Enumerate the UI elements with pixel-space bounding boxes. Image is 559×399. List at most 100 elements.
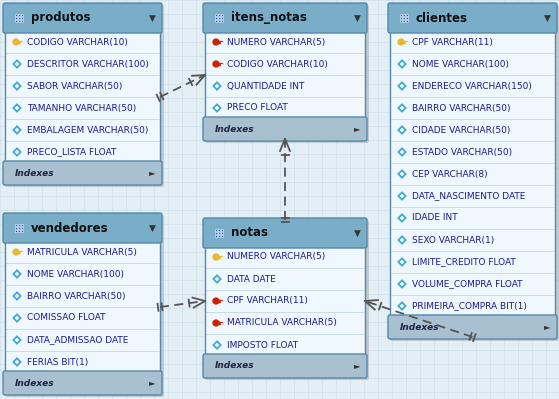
Text: CODIGO VARCHAR(10): CODIGO VARCHAR(10): [27, 38, 128, 47]
Text: Indexes: Indexes: [400, 322, 439, 332]
Text: CIDADE VARCHAR(50): CIDADE VARCHAR(50): [412, 126, 510, 134]
Bar: [215, 229, 217, 231]
Bar: [215, 20, 217, 22]
Bar: [15, 227, 17, 229]
Bar: [218, 41, 222, 43]
FancyBboxPatch shape: [5, 215, 164, 397]
Text: vendedores: vendedores: [31, 221, 108, 235]
FancyBboxPatch shape: [203, 354, 367, 378]
Text: CPF VARCHAR(11): CPF VARCHAR(11): [227, 296, 308, 306]
Text: ESTADO VARCHAR(50): ESTADO VARCHAR(50): [412, 148, 512, 156]
Text: clientes: clientes: [416, 12, 468, 24]
Text: Indexes: Indexes: [215, 361, 255, 371]
Bar: [400, 14, 402, 16]
Text: PRECO FLOAT: PRECO FLOAT: [227, 103, 288, 113]
Bar: [5, 241, 160, 373]
Text: LIMITE_CREDITO FLOAT: LIMITE_CREDITO FLOAT: [412, 257, 516, 267]
Circle shape: [13, 39, 19, 45]
Bar: [215, 14, 217, 16]
Bar: [218, 20, 220, 22]
Bar: [406, 14, 408, 16]
Bar: [403, 41, 407, 43]
Text: NOME VARCHAR(100): NOME VARCHAR(100): [412, 59, 509, 69]
Bar: [15, 20, 17, 22]
Text: notas: notas: [231, 227, 268, 239]
Text: Indexes: Indexes: [15, 379, 55, 387]
Text: VOLUME_COMPRA FLOAT: VOLUME_COMPRA FLOAT: [412, 280, 523, 288]
Text: produtos: produtos: [31, 12, 91, 24]
Text: NOME VARCHAR(100): NOME VARCHAR(100): [27, 269, 124, 279]
Text: CODIGO VARCHAR(10): CODIGO VARCHAR(10): [227, 59, 328, 69]
Bar: [221, 17, 222, 19]
Text: ▼: ▼: [149, 223, 155, 233]
Bar: [221, 64, 222, 65]
Text: DATA_NASCIMENTO DATE: DATA_NASCIMENTO DATE: [412, 192, 525, 201]
Bar: [400, 20, 402, 22]
Bar: [221, 229, 222, 231]
Bar: [218, 229, 220, 231]
FancyBboxPatch shape: [390, 5, 559, 341]
Bar: [403, 17, 405, 19]
Text: COMISSAO FLOAT: COMISSAO FLOAT: [27, 314, 106, 322]
Bar: [21, 224, 23, 226]
Text: ▼: ▼: [353, 229, 361, 237]
Bar: [221, 323, 222, 325]
Text: SEXO VARCHAR(1): SEXO VARCHAR(1): [412, 235, 494, 245]
Bar: [221, 301, 222, 302]
FancyBboxPatch shape: [203, 218, 367, 248]
Text: EMBALAGEM VARCHAR(50): EMBALAGEM VARCHAR(50): [27, 126, 148, 134]
FancyBboxPatch shape: [3, 161, 162, 185]
Circle shape: [213, 39, 219, 45]
FancyBboxPatch shape: [205, 5, 369, 143]
Bar: [406, 17, 408, 19]
Circle shape: [213, 320, 219, 326]
Bar: [21, 227, 23, 229]
Bar: [21, 230, 23, 232]
Bar: [15, 14, 17, 16]
Text: ENDERECO VARCHAR(150): ENDERECO VARCHAR(150): [412, 81, 532, 91]
Bar: [218, 17, 220, 19]
Bar: [221, 14, 222, 16]
Text: MATRICULA VARCHAR(5): MATRICULA VARCHAR(5): [227, 318, 337, 328]
Bar: [218, 232, 220, 234]
Text: ►: ►: [544, 322, 550, 332]
Circle shape: [13, 249, 19, 255]
Bar: [18, 20, 20, 22]
FancyBboxPatch shape: [205, 220, 369, 380]
Bar: [215, 235, 217, 237]
Text: DATA_ADMISSAO DATE: DATA_ADMISSAO DATE: [27, 336, 129, 344]
Bar: [218, 63, 222, 65]
Circle shape: [398, 39, 404, 45]
Text: ►: ►: [149, 379, 155, 387]
Circle shape: [213, 254, 219, 260]
Text: ►: ►: [354, 124, 360, 134]
Text: PRIMEIRA_COMPRA BIT(1): PRIMEIRA_COMPRA BIT(1): [412, 302, 527, 310]
Text: Indexes: Indexes: [15, 168, 55, 178]
Bar: [18, 224, 20, 226]
Bar: [18, 251, 22, 253]
Bar: [15, 17, 17, 19]
Bar: [21, 17, 23, 19]
Bar: [215, 232, 217, 234]
Text: ►: ►: [354, 361, 360, 371]
Text: Indexes: Indexes: [215, 124, 255, 134]
Bar: [218, 14, 220, 16]
Bar: [390, 31, 555, 317]
Bar: [403, 20, 405, 22]
Bar: [15, 224, 17, 226]
Bar: [21, 20, 23, 22]
Text: QUANTIDADE INT: QUANTIDADE INT: [227, 81, 304, 91]
Text: ►: ►: [149, 168, 155, 178]
Text: CEP VARCHAR(8): CEP VARCHAR(8): [412, 170, 487, 178]
Text: DATA DATE: DATA DATE: [227, 275, 276, 284]
Bar: [18, 41, 22, 43]
Circle shape: [213, 298, 219, 304]
Bar: [218, 235, 220, 237]
FancyBboxPatch shape: [3, 3, 162, 33]
Bar: [218, 322, 222, 324]
Text: FERIAS BIT(1): FERIAS BIT(1): [27, 358, 88, 367]
Bar: [205, 31, 365, 119]
Text: CPF VARCHAR(11): CPF VARCHAR(11): [412, 38, 493, 47]
Text: ▼: ▼: [149, 14, 155, 22]
Text: IDADE INT: IDADE INT: [412, 213, 458, 223]
